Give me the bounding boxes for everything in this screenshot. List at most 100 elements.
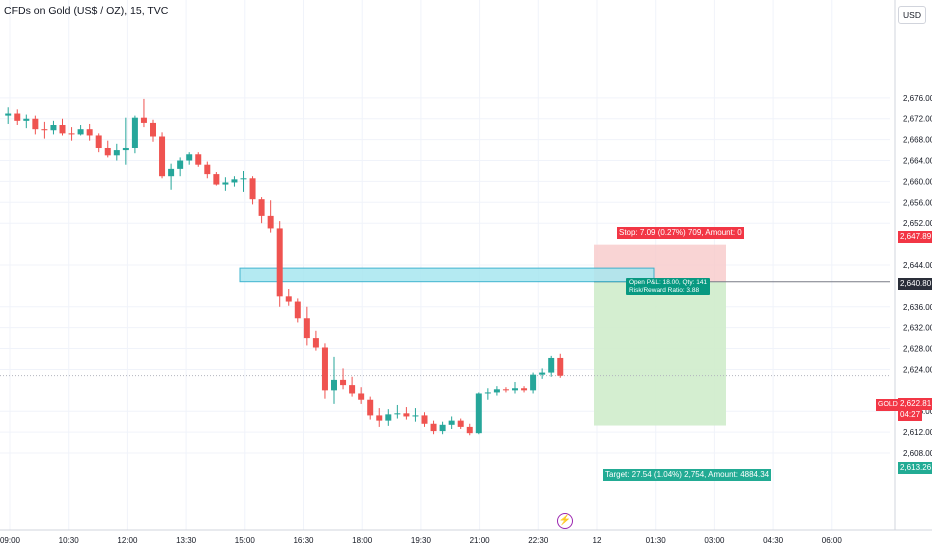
- candle-up: [412, 415, 419, 417]
- price-tick-label: 2,652.00: [903, 219, 932, 228]
- candle-up: [186, 154, 193, 161]
- time-tick-label: 06:00: [822, 536, 843, 545]
- candle-down: [321, 347, 328, 391]
- candle-down: [303, 318, 310, 339]
- price-tick-label: 2,636.00: [903, 303, 932, 312]
- time-tick-label: 09:00: [0, 536, 21, 545]
- symbol-title[interactable]: CFDs on Gold (US$ / OZ), 15, TVC: [4, 5, 169, 17]
- candle-down: [150, 122, 156, 137]
- target-price-badge: 2,613.26: [898, 462, 932, 474]
- candle-up: [475, 393, 482, 434]
- candle-down: [457, 420, 464, 427]
- candle-up: [77, 129, 84, 135]
- time-tick-label: 22:30: [528, 536, 549, 545]
- time-tick-label: 10:30: [59, 536, 80, 545]
- candle-up: [168, 168, 175, 177]
- candle-down: [59, 125, 66, 134]
- stop-price-badge: 2,647.89: [898, 231, 932, 243]
- candle-up: [448, 420, 455, 425]
- candle-down: [312, 338, 319, 348]
- candle-down: [358, 393, 365, 400]
- target-zone: [594, 281, 726, 426]
- candle-down: [267, 215, 274, 229]
- candle-up: [439, 424, 446, 432]
- candle-down: [349, 385, 356, 394]
- position-zones: [0, 244, 890, 426]
- candle-down: [41, 129, 48, 131]
- price-tick-label: 2,612.00: [903, 428, 932, 437]
- target-zone-label: Target: 27.54 (1.04%) 2,754, Amount: 488…: [603, 469, 772, 481]
- time-tick-label: 15:00: [235, 536, 256, 545]
- time-tick-label: 16:30: [293, 536, 314, 545]
- price-tick-label: 2,664.00: [903, 157, 932, 166]
- candle-up: [222, 182, 229, 185]
- entry-price-badge: 2,640.80: [898, 278, 932, 290]
- time-tick-label: 19:30: [411, 536, 432, 545]
- candle-up: [484, 392, 491, 394]
- candle-down: [502, 389, 509, 391]
- price-tick-label: 2,624.00: [903, 365, 932, 374]
- candle-down: [466, 426, 473, 434]
- candle-up: [331, 379, 337, 391]
- candle-down: [204, 164, 211, 175]
- stop-zone-label: Stop: 7.09 (0.27%) 709, Amount: 0: [617, 227, 744, 239]
- gold-symbol-badge: GOLD: [876, 399, 900, 411]
- price-tick-label: 2,668.00: [903, 136, 932, 145]
- countdown-badge: 04:27: [898, 409, 923, 421]
- candle-down: [421, 415, 428, 424]
- price-tick-label: 2,656.00: [903, 198, 932, 207]
- price-tick-label: 2,644.00: [903, 261, 932, 270]
- candle-up: [512, 388, 518, 391]
- candle-down: [68, 133, 75, 135]
- candle-up: [530, 374, 537, 391]
- candle-down: [403, 413, 410, 417]
- candle-up: [539, 372, 546, 375]
- candle-down: [249, 178, 256, 200]
- candle-down: [340, 379, 347, 386]
- candle-down: [140, 117, 147, 123]
- open-pl-text: Open P&L: 18.00, Qty: 141: [629, 279, 708, 286]
- candle-down: [258, 199, 265, 216]
- candle-down: [14, 113, 21, 121]
- candle-up: [50, 125, 57, 131]
- price-tick-label: 2,672.00: [903, 115, 932, 124]
- time-tick-label: 21:00: [470, 536, 491, 545]
- price-tick-label: 2,676.00: [903, 94, 932, 103]
- candle-up: [23, 118, 30, 121]
- price-tick-label: 2,660.00: [903, 177, 932, 186]
- price-tick-label: 2,628.00: [903, 345, 932, 354]
- support-zone-box: [239, 267, 655, 283]
- candle-up: [122, 147, 129, 151]
- candle-up: [394, 413, 401, 415]
- candle-down: [430, 423, 437, 432]
- candle-down: [213, 174, 220, 185]
- last-price-badge: 2,622.81: [898, 398, 932, 410]
- candle-down: [276, 228, 283, 297]
- candle-down: [86, 129, 93, 136]
- time-tick-label: 12:00: [117, 536, 138, 545]
- candle-down: [95, 135, 102, 148]
- chart-grid: [0, 0, 890, 530]
- time-tick-label: 13:30: [176, 536, 197, 545]
- candle-down: [294, 301, 301, 319]
- candle-down: [521, 388, 528, 391]
- time-tick-label: 01:30: [646, 536, 667, 545]
- candle-down: [195, 154, 202, 165]
- candle-up: [231, 179, 238, 183]
- candle-up: [240, 178, 247, 180]
- candle-up: [113, 150, 120, 156]
- time-tick-label: 12: [593, 536, 602, 545]
- candle-down: [104, 147, 111, 156]
- candle-up: [131, 117, 138, 148]
- candle-down: [32, 118, 39, 130]
- time-tick-label: 18:00: [352, 536, 373, 545]
- event-flash-icon[interactable]: ⚡: [557, 513, 573, 529]
- candle-up: [493, 389, 500, 393]
- currency-button[interactable]: USD: [898, 6, 926, 24]
- risk-reward-text: Risk/Reward Ratio: 3.88: [629, 286, 700, 294]
- open-pl-label: Open P&L: 18.00, Qty: 141 Risk/Reward Ra…: [626, 278, 711, 295]
- candle-down: [376, 415, 383, 421]
- price-tick-label: 2,608.00: [903, 449, 932, 458]
